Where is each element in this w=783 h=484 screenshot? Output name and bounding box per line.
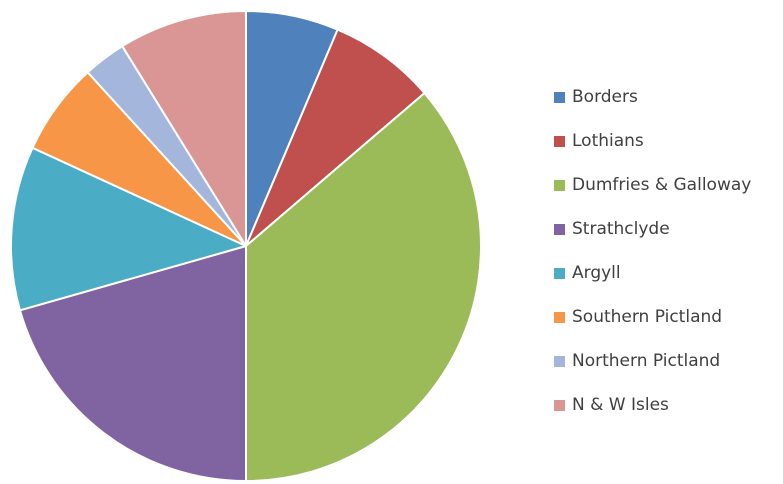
legend-item-southern-pictland: Southern Pictland [554, 295, 783, 339]
legend-swatch-southern-pictland [554, 311, 565, 323]
legend-label-argyll: Argyll [572, 263, 621, 283]
pie-plot-area [10, 10, 483, 482]
legend-label-dumfries-galloway: Dumfries & Galloway [572, 175, 752, 195]
legend-item-lothians: Lothians [554, 119, 783, 163]
legend-label-lothians: Lothians [572, 131, 644, 151]
legend-swatch-strathclyde [554, 223, 565, 235]
legend-item-argyll: Argyll [554, 251, 783, 295]
legend-swatch-borders [554, 91, 565, 103]
legend-swatch-northern-pictland [554, 355, 565, 367]
pie-slice-dumfries-galloway [245, 92, 483, 482]
legend-swatch-dumfries-galloway [554, 179, 565, 191]
pie-slice-strathclyde [18, 245, 247, 482]
legend-item-dumfries-galloway: Dumfries & Galloway [554, 163, 783, 207]
legend-label-n-w-isles: N & W Isles [572, 395, 669, 415]
pie-slice-argyll [10, 146, 247, 312]
legend-item-borders: Borders [554, 75, 783, 119]
pie-slice-n-w-isles [121, 10, 247, 247]
legend-label-borders: Borders [572, 87, 638, 107]
legend-swatch-n-w-isles [554, 399, 565, 411]
legend-item-northern-pictland: Northern Pictland [554, 339, 783, 383]
legend-item-strathclyde: Strathclyde [554, 207, 783, 251]
legend-swatch-argyll [554, 267, 565, 279]
legend-label-southern-pictland: Southern Pictland [572, 307, 723, 327]
pie-slice-lothians [245, 28, 426, 247]
chart-legend: Borders Lothians Dumfries & Galloway Str… [554, 75, 783, 427]
legend-item-n-w-isles: N & W Isles [554, 383, 783, 427]
legend-swatch-lothians [554, 135, 565, 147]
legend-label-northern-pictland: Northern Pictland [572, 351, 721, 371]
legend-label-strathclyde: Strathclyde [572, 219, 670, 239]
